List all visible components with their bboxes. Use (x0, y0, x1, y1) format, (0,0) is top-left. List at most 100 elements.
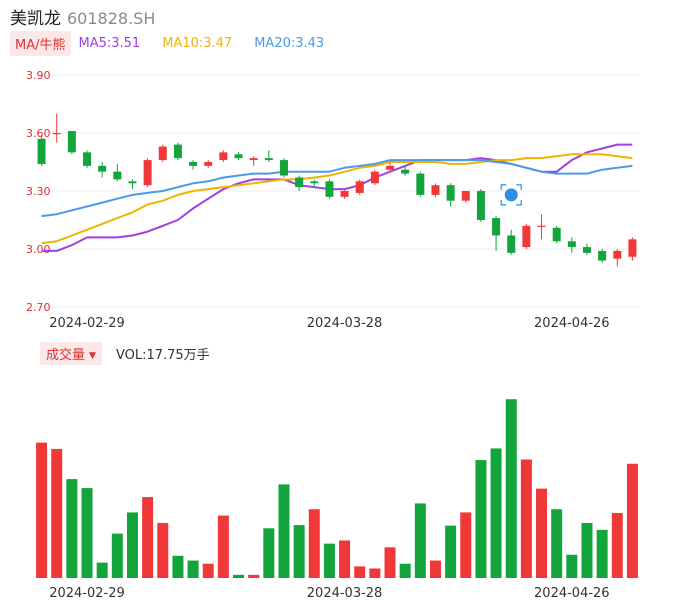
candle-body (143, 160, 152, 186)
volume-legend: 成交量 ▼ VOL:17.75万手 (40, 342, 210, 365)
candlesticks (37, 113, 637, 267)
volume-toggle-label: 成交量 (46, 348, 86, 363)
volume-bar (187, 560, 199, 578)
candle-body (128, 181, 137, 184)
volume-bar (81, 488, 93, 578)
volume-bar (429, 560, 441, 578)
candle-body (401, 169, 410, 174)
candle-body (476, 191, 485, 220)
volume-bar (142, 497, 154, 578)
x-tick-label: 2024-02-29 (49, 316, 125, 331)
candle-body (295, 177, 304, 188)
price-axis-labels: 3.90 3.60 3.30 3.00 2.70 (26, 69, 51, 314)
candle-body (113, 171, 122, 180)
candle-body (219, 152, 228, 161)
current-marker (500, 184, 522, 206)
volume-bar (520, 459, 532, 578)
volume-bar (248, 574, 260, 578)
price-date-labels: 2024-02-29 2024-03-28 2024-04-26 (49, 316, 609, 331)
volume-toggle-button[interactable]: 成交量 ▼ (40, 342, 102, 365)
candle-body (264, 158, 273, 161)
y-tick-label: 3.90 (26, 69, 51, 82)
volume-bar (626, 463, 638, 578)
volume-bar (126, 512, 138, 578)
volume-bar (323, 543, 335, 578)
stock-name: 美凯龙 (10, 9, 61, 29)
volume-bar (445, 525, 457, 578)
candle-body (325, 181, 334, 197)
stock-title: 美凯龙 601828.SH (10, 4, 155, 29)
volume-date-labels: 2024-02-29 2024-03-28 2024-04-26 (49, 586, 609, 601)
volume-bar (536, 488, 548, 578)
volume-bar (293, 525, 305, 578)
x-tick-label: 2024-04-26 (534, 586, 610, 601)
candle-body (507, 235, 516, 253)
candle-body (204, 162, 213, 166)
volume-bar (490, 448, 502, 578)
candle-body (173, 144, 182, 159)
volume-bar (172, 555, 184, 578)
candle-body (370, 171, 379, 184)
volume-bar (414, 503, 426, 578)
y-tick-label: 3.60 (26, 127, 51, 140)
volume-bar (551, 509, 563, 578)
candle-body (355, 181, 364, 193)
candle-body (98, 165, 107, 172)
candle-body (492, 218, 501, 236)
candle-body (158, 146, 167, 161)
volume-bar (339, 540, 351, 578)
volume-bar (36, 442, 48, 578)
y-tick-label: 2.70 (26, 301, 51, 314)
volume-bar (566, 554, 578, 578)
volume-bar (51, 448, 63, 578)
candle-body (431, 185, 440, 195)
candle-body (567, 241, 576, 248)
volume-bars (36, 399, 638, 578)
ma20-label: MA20:3.43 (254, 36, 325, 51)
candle-body (340, 191, 349, 197)
caret-down-icon: ▼ (89, 351, 96, 361)
volume-bar (263, 528, 275, 578)
candle-body (537, 225, 546, 227)
volume-bar (233, 574, 245, 578)
volume-bar (354, 566, 366, 578)
candle-body (279, 160, 288, 176)
volume-bar (581, 522, 593, 578)
y-tick-label: 3.30 (26, 185, 51, 198)
candle-body (552, 227, 561, 242)
volume-bar (611, 512, 623, 578)
candle-body (522, 225, 531, 248)
volume-bar (369, 568, 381, 578)
volume-bar (157, 522, 169, 578)
ma-toggle-button[interactable]: MA/牛熊 (10, 31, 71, 56)
candle-body (582, 247, 591, 253)
candle-body (234, 154, 243, 159)
volume-bar (66, 479, 78, 578)
candle-body (628, 239, 637, 257)
volume-bar (96, 562, 108, 578)
volume-bar (278, 484, 290, 578)
volume-bar (111, 533, 123, 578)
ma10-line (41, 153, 633, 245)
ma-legend: MA/牛熊 MA5:3.51 MA10:3.47 MA20:3.43 (10, 31, 346, 56)
ma20-line (41, 159, 633, 218)
candle-body (598, 250, 607, 261)
candle-body (446, 185, 455, 201)
volume-bar (399, 563, 411, 578)
volume-bar (475, 460, 487, 578)
x-tick-label: 2024-03-28 (307, 316, 383, 331)
ma5-line (41, 143, 633, 252)
volume-bar (384, 547, 396, 578)
candle-body (416, 173, 425, 195)
stock-code: 601828.SH (67, 9, 156, 28)
volume-bar (217, 515, 229, 578)
volume-bar (596, 529, 608, 578)
candle-body (249, 158, 258, 161)
x-tick-label: 2024-04-26 (534, 316, 610, 331)
candle-body (67, 131, 76, 153)
ma-lines (41, 143, 633, 252)
marker-dot (504, 188, 518, 202)
candle-body (52, 133, 61, 135)
candle-body (386, 165, 395, 170)
